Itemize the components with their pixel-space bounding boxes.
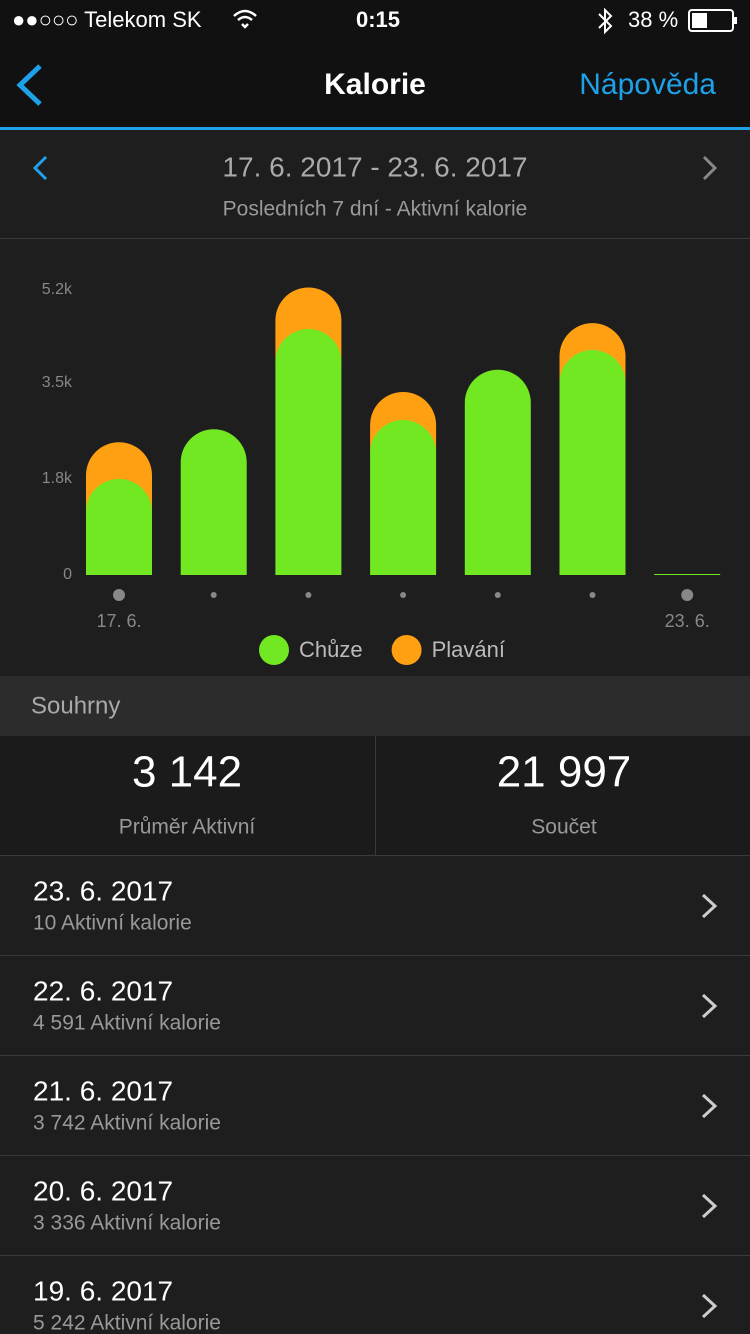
divider: [0, 955, 750, 956]
y-tick-label: 1.8k: [42, 470, 73, 487]
date-range: 17. 6. 2017 - 23. 6. 2017: [222, 151, 527, 182]
day-list: 23. 6. 2017 10 Aktivní kalorie 22. 6. 2017…: [0, 856, 750, 1334]
row-chevron: [701, 1093, 718, 1119]
x-tick-dot: [494, 592, 501, 598]
row-background: [0, 956, 750, 1056]
x-tick-dot: [400, 592, 407, 598]
nav-background: [0, 0, 750, 128]
row-date: 20. 6. 2017: [33, 1175, 173, 1206]
x-tick-label: 17. 6.: [96, 611, 141, 631]
day-row[interactable]: 21. 6. 2017 3 742 Aktivní kalorie: [0, 1056, 750, 1156]
divider: [0, 1055, 750, 1056]
day-row[interactable]: 23. 6. 2017 10 Aktivní kalorie: [0, 856, 750, 956]
bar-segment: [464, 369, 531, 575]
bar-segment: [86, 479, 152, 575]
bar-segment: [654, 574, 721, 575]
x-tick-dot: [681, 589, 694, 601]
battery-level: [692, 13, 707, 28]
row-background: [0, 856, 750, 956]
row-date: 22. 6. 2017: [33, 975, 173, 1006]
row-detail: 10 Aktivní kalorie: [33, 912, 192, 935]
x-tick-dot: [113, 589, 125, 601]
x-tick-dot: [589, 592, 596, 598]
x-tick-dot: [305, 592, 312, 598]
bar-segment: [275, 329, 342, 575]
legend-swatch: [259, 635, 289, 665]
row-date: 21. 6. 2017: [33, 1075, 173, 1106]
average-value: 3 142: [132, 748, 242, 797]
day-row[interactable]: 22. 6. 2017 4 591 Aktivní kalorie: [0, 956, 750, 1056]
total-value: 21 997: [497, 748, 632, 797]
y-tick-label: 3.5k: [42, 374, 73, 391]
divider: [0, 238, 750, 239]
day-row[interactable]: 19. 6. 2017 5 242 Aktivní kalorie: [0, 1256, 750, 1334]
day-row[interactable]: 20. 6. 2017 3 336 Aktivní kalorie: [0, 1156, 750, 1256]
wifi-icon: [233, 9, 257, 29]
row-chevron: [701, 993, 718, 1019]
battery-tip: [734, 17, 737, 24]
carrier: ●●○○○ Telekom SK: [12, 7, 202, 32]
divider: [0, 1255, 750, 1256]
row-background: [0, 1256, 750, 1334]
divider: [0, 1155, 750, 1156]
section-title: Souhrny: [31, 692, 120, 719]
clock: 0:15: [356, 7, 400, 32]
row-chevron: [701, 1293, 718, 1319]
average-label: Průměr Aktivní: [119, 816, 256, 839]
bluetooth-icon: [598, 7, 613, 35]
row-date: 19. 6. 2017: [33, 1275, 173, 1306]
battery-icon: [688, 9, 734, 32]
battery-text: 38 %: [628, 7, 678, 32]
next-week[interactable]: [702, 155, 718, 181]
bar-segment: [180, 429, 247, 575]
row-detail: 3 742 Aktivní kalorie: [33, 1112, 221, 1135]
row-chevron: [701, 1193, 718, 1219]
x-tick-dot: [210, 592, 217, 598]
row-chevron: [701, 893, 718, 919]
row-background: [0, 1156, 750, 1256]
legend-label: Chůze: [299, 637, 363, 662]
nav-underline: [0, 127, 750, 130]
y-tick-label: 0: [63, 566, 72, 583]
bar-segment: [559, 350, 626, 575]
x-tick-label: 23. 6.: [665, 611, 710, 631]
legend-swatch: [391, 635, 422, 665]
previous-week[interactable]: [32, 155, 48, 181]
back-button[interactable]: [16, 64, 42, 106]
row-date: 23. 6. 2017: [33, 875, 173, 906]
row-detail: 4 591 Aktivní kalorie: [33, 1012, 221, 1035]
section-header: [0, 676, 750, 736]
y-tick-label: 5.2k: [42, 281, 73, 298]
row-detail: 5 242 Aktivní kalorie: [33, 1312, 221, 1334]
chart: 0 1.8k 3.5k 5.2k 17. 6. 23. 6. Chůze Plavání: [42, 281, 721, 665]
summary-divider: [375, 736, 376, 856]
date-subtitle: Posledních 7 dní - Aktivní kalorie: [223, 198, 528, 221]
legend-label: Plavání: [432, 637, 505, 662]
nav-title: Kalorie: [324, 68, 426, 101]
help-button[interactable]: Nápověda: [579, 68, 716, 101]
row-detail: 3 336 Aktivní kalorie: [33, 1212, 221, 1235]
total-label: Součet: [531, 816, 597, 839]
bar-segment: [370, 420, 437, 575]
row-background: [0, 1056, 750, 1156]
divider: [0, 855, 750, 856]
